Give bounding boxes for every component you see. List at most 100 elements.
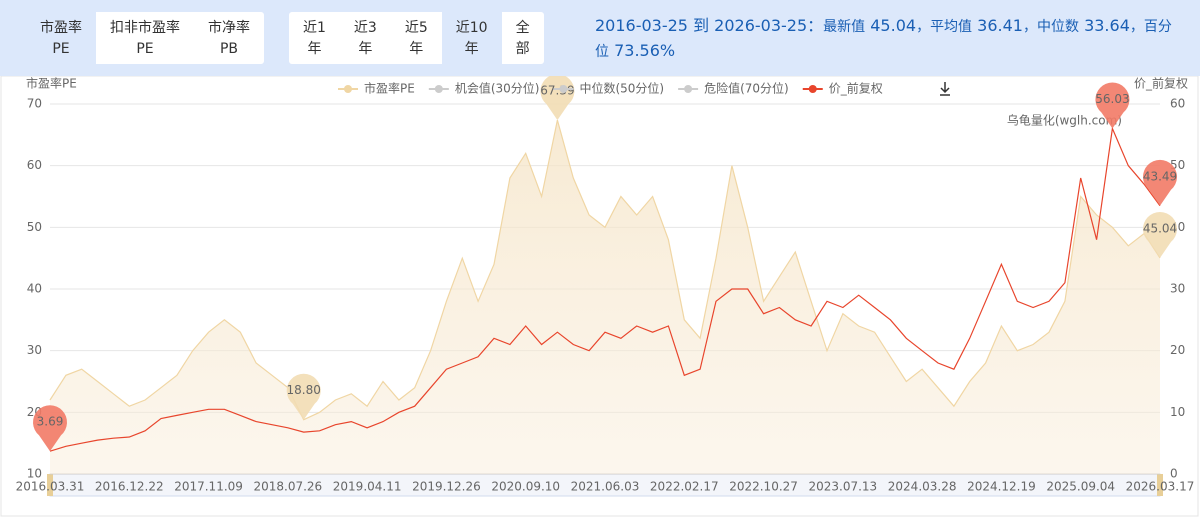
date-range: 2016-03-25 到 2026-03-25： [595,16,824,35]
x-tick-label: 2016.03.31 [16,480,85,494]
legend-dot [684,85,693,93]
chart-frame [0,76,1199,517]
x-tick-label: 2026.03.17 [1126,480,1195,494]
x-tick-label: 2024.03.28 [888,480,957,494]
tab-line: 市净率 [208,20,250,36]
pin-label: 3.69 [37,415,64,429]
y-axis-name: 市盈率PE [26,76,77,91]
tab-button[interactable]: 全部 [502,12,544,64]
legend-item[interactable]: 价_前复权 [802,81,883,96]
zoom-handle [47,474,53,496]
x-tick-label: 2019.04.11 [333,480,402,494]
tab-line: 全 [515,20,530,36]
x-tick-label: 2021.06.03 [571,480,640,494]
line [49,126,1161,452]
tab-button[interactable]: 近3 年 [340,12,391,64]
legend-dot [559,85,568,93]
y2-tick-label: 10 [1170,405,1185,419]
watermark: 乌龟量化(wglh.com) [1007,113,1122,128]
legend-label: 价_前复权 [829,81,883,96]
x-tick-label: 2025.09.04 [1046,480,1115,494]
stats: 2016-03-25 到 2026-03-25：最新值 45.04，平均值 36… [595,14,1185,64]
pin [1143,211,1177,258]
x-tick-label: 2024.12.19 [967,480,1036,494]
tab-line: 近5 [404,20,428,36]
pin [1095,82,1130,129]
y2-tick-label: 20 [1170,343,1185,357]
stat-label: 百分位 [595,19,1172,60]
download-icon[interactable] [940,82,950,96]
period-tabs: 近1 年 近3 年 近5 年 近10 年 全部 [289,12,544,64]
x-tick-label: 2019.12.26 [412,480,481,494]
y2-axis-name: 价_前复权 [1134,76,1188,91]
line [49,119,1161,421]
legend-dot [344,85,352,93]
pin-label: 45.04 [1143,221,1177,235]
tab-line: PB [219,41,239,57]
pin-label: 56.03 [1095,92,1129,106]
x-tick-label: 2016.12.22 [95,480,164,494]
x-tick-label: 2022.10.27 [729,480,798,494]
tab-line: 年 [307,41,322,57]
pin [33,405,67,452]
pin-label: 67.39 [540,84,574,98]
tab-line: 部 [515,41,530,57]
icon-stroke [940,82,950,96]
legend-label: 机会值(30分位) [455,81,540,96]
tab-button[interactable]: 扣非市盈率 PE [96,12,194,64]
legend-item[interactable]: 机会值(30分位) [428,81,540,96]
mark-pin: 45.04 [1143,211,1177,258]
tab-line: PE [52,41,70,57]
legend-item[interactable]: 中位数(50分位) [553,81,664,96]
pin-label: 18.80 [287,383,321,397]
y2-tick-label: 0 [1170,467,1178,481]
y2-tick-label: 60 [1170,97,1185,111]
tab-line: 扣非市盈率 [110,20,180,36]
mark-pin: 56.03 [1095,82,1130,129]
tab-button[interactable]: 市净率 PB [194,12,264,64]
y-tick-label: 30 [27,343,42,357]
y2-tick-label: 30 [1170,282,1185,296]
separator: ， [916,19,931,35]
tab-line: 年 [358,41,373,57]
x-tick-label: 2022.02.17 [650,480,719,494]
tab-button[interactable]: 市盈率 PE [26,12,96,64]
y-tick-label: 50 [27,220,42,234]
mark-pin: 67.39 [540,76,575,121]
stat-label: 最新值 [823,19,866,35]
zoom-handle [1157,474,1163,496]
tab-line: 近1 [303,20,326,36]
pin [1143,159,1177,206]
x-tick-label: 2017.11.09 [174,480,243,494]
mark-pin: 43.49 [1143,159,1177,206]
stat-value: 73.56% [614,41,676,60]
legend-dot [434,85,443,93]
y-tick-label: 10 [27,467,42,481]
legend-item[interactable]: 市盈率PE [338,81,415,96]
area [50,120,1160,474]
tab-button[interactable]: 近5 年 [391,12,442,64]
legend-dot [808,85,817,93]
pin-label: 43.49 [1143,169,1177,183]
legend-item[interactable]: 危险值(70分位) [678,81,789,96]
separator: ， [1129,19,1144,35]
pin [286,373,321,420]
tab-button[interactable]: 近10 年 [441,12,502,64]
stat-label: 平均值 [930,19,973,35]
legend-label: 中位数(50分位) [579,81,664,96]
toolbar: 市盈率 PE 扣非市盈率 PE 市净率 PB 近1 年 近3 年 近5 年 近10 年 全部 2016-0… [0,0,1200,76]
mark-pin: 3.69 [33,405,67,452]
stat-value: 45.04 [870,16,917,35]
metric-tabs: 市盈率 PE 扣非市盈率 PE 市净率 PB [26,12,264,64]
tab-button[interactable]: 近1 年 [289,12,340,64]
tab-line: PE [136,41,154,57]
tab-line: 近10 [455,20,488,36]
tab-line: 市盈率 [40,20,82,36]
legend-label: 危险值(70分位) [704,81,789,96]
stat-label: 中位数 [1036,19,1079,35]
stat-value: 33.64 [1084,16,1130,35]
x-tick-label: 2018.07.26 [253,480,322,494]
stat-value: 36.41 [977,16,1023,35]
